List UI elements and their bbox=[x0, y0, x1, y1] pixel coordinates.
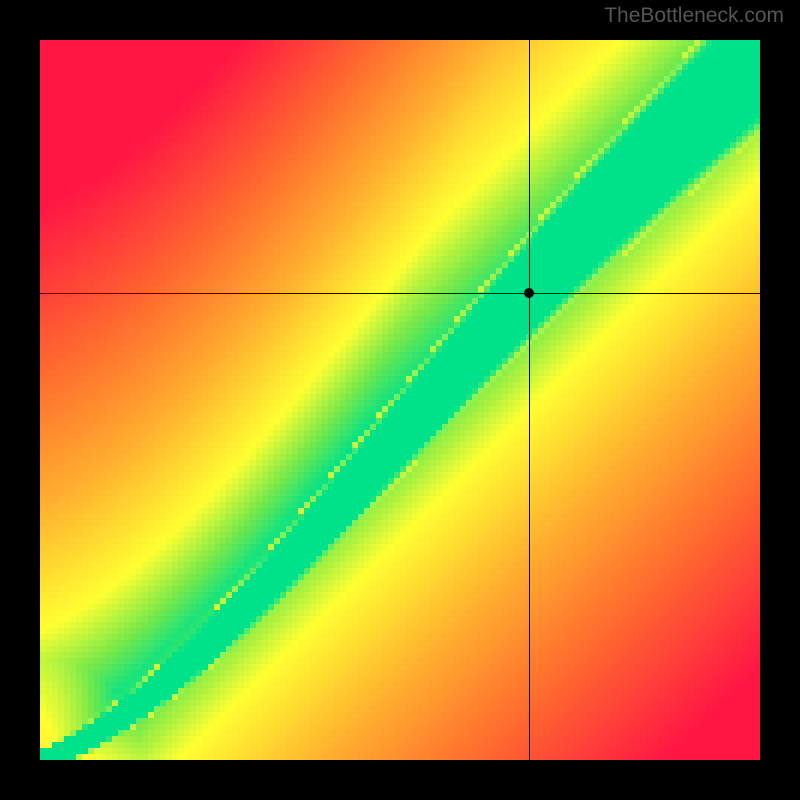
crosshair-marker bbox=[524, 288, 534, 298]
watermark-text: TheBottleneck.com bbox=[604, 4, 784, 28]
bottleneck-heatmap bbox=[40, 40, 760, 760]
heatmap-canvas bbox=[40, 40, 760, 760]
